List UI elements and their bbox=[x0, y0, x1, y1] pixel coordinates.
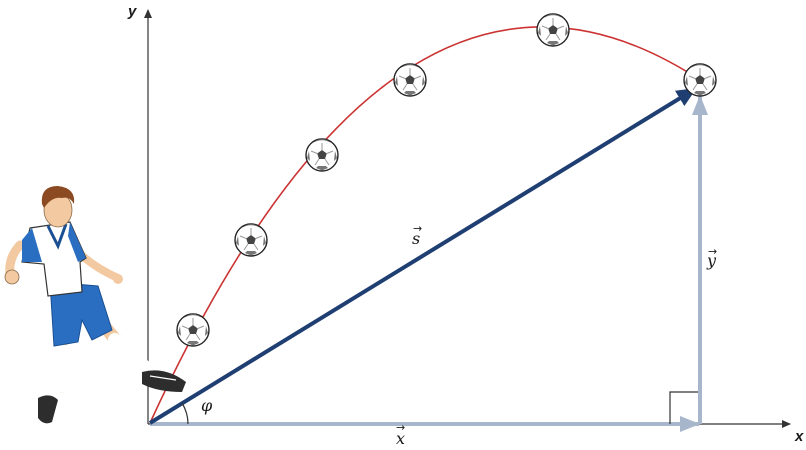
soccer-ball-icon bbox=[536, 13, 570, 47]
soccer-ball-icon bbox=[234, 223, 268, 257]
vertical-component-arrow-mark: → bbox=[708, 245, 717, 258]
angle-label: φ bbox=[201, 396, 213, 415]
soccer-ball-icon bbox=[393, 63, 427, 97]
horizontal-component-label: x bbox=[396, 429, 405, 448]
right-angle-marker-icon bbox=[669, 391, 698, 424]
angle-arc bbox=[181, 402, 189, 425]
horizontal-component-arrow-mark: → bbox=[396, 421, 405, 434]
displacement-arrow-mark: → bbox=[413, 222, 422, 235]
soccer-ball-icon bbox=[683, 63, 717, 97]
displacement-label: s bbox=[412, 229, 420, 248]
y-axis-label: y bbox=[127, 3, 137, 20]
soccer-ball-icon bbox=[305, 138, 339, 172]
x-axis-label: x bbox=[794, 428, 804, 445]
vertical-component-label: y bbox=[706, 251, 717, 270]
soccer-ball-icon bbox=[176, 313, 210, 347]
displacement-vector bbox=[148, 87, 697, 425]
soccer-player-icon bbox=[4, 186, 186, 424]
